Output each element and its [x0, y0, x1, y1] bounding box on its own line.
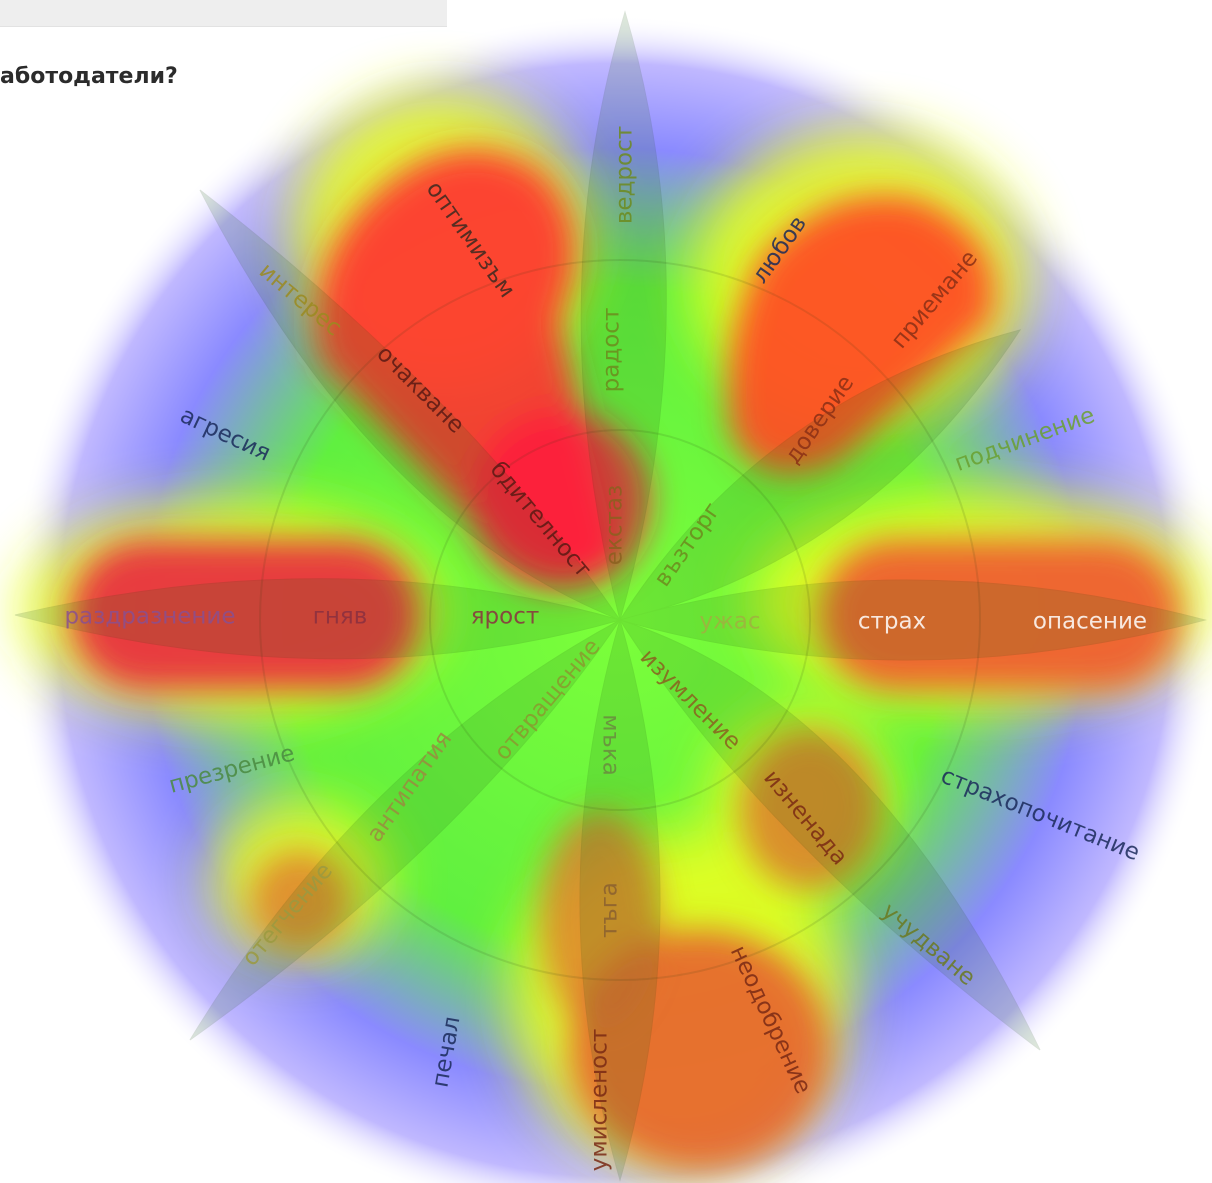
emotion-label-16: опасение	[1033, 609, 1147, 635]
rings	[259, 259, 981, 981]
emotion-label-14: ужас	[699, 609, 760, 635]
emotion-label-26: умисленост	[587, 1029, 613, 1172]
petals	[14, 10, 1207, 1182]
emotion-label-1: радост	[599, 308, 625, 393]
top-bar	[0, 0, 447, 27]
emotion-label-13: ярост	[471, 604, 540, 630]
heat-spots	[70, 149, 1180, 1170]
emotion-label-11: раздразнение	[64, 604, 235, 630]
emotion-label-20: мъка	[598, 714, 624, 776]
emotion-label-23: тъга	[597, 882, 623, 938]
emotion-label-12: гняв	[313, 604, 368, 630]
emotion-label-0: ведрост	[612, 126, 638, 224]
emotion-label-15: страх	[858, 609, 926, 635]
page-heading: аботодатели?	[0, 64, 178, 89]
emotion-label-6: екстаз	[602, 485, 628, 565]
